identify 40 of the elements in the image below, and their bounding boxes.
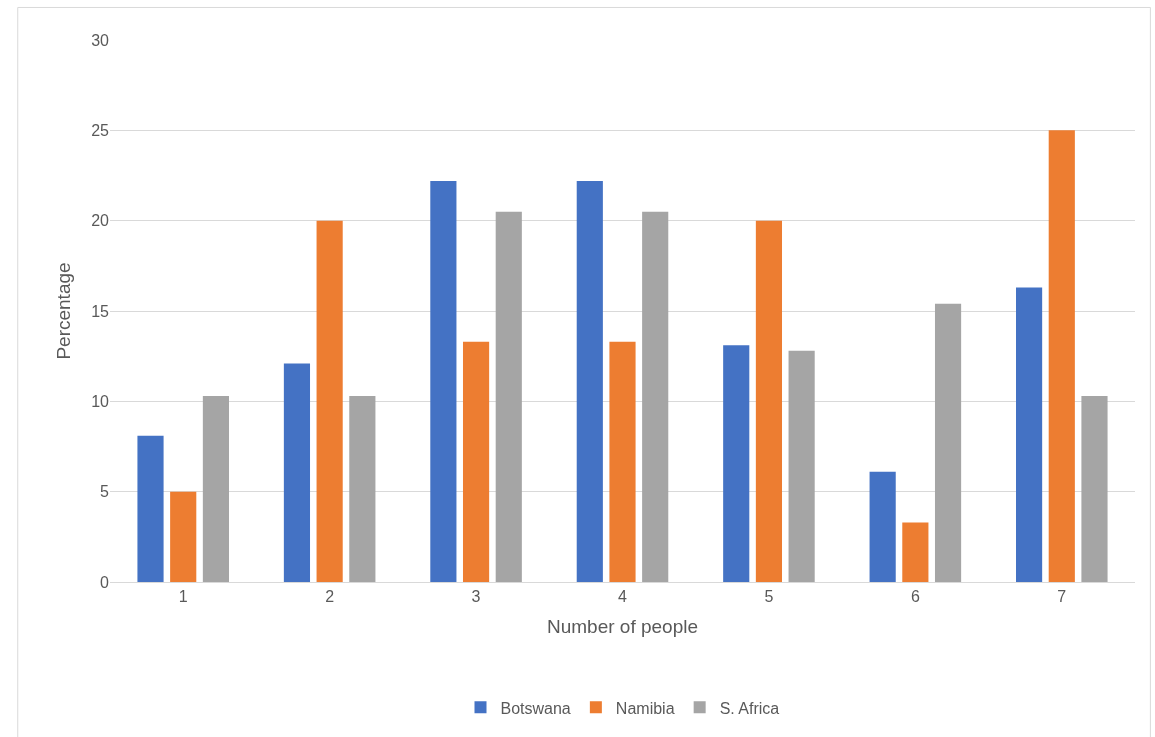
y-tick-label: 0 (100, 573, 110, 591)
bar (137, 435, 164, 582)
x-tick-label: 4 (618, 588, 628, 606)
x-tick-label: 1 (178, 588, 188, 606)
bar (1016, 287, 1043, 582)
legend-label: S. Africa (719, 699, 780, 717)
bar (170, 491, 197, 582)
bar (316, 220, 343, 582)
x-axis-title: Number of people (546, 616, 699, 637)
bar (934, 303, 962, 582)
bar (609, 341, 636, 582)
y-axis-title: Percentage (53, 262, 75, 360)
bar (1048, 130, 1075, 582)
bar (576, 180, 603, 582)
x-tick-label: 7 (1057, 588, 1067, 606)
bar (788, 350, 815, 582)
bar (755, 220, 783, 582)
legend-label: Botswana (500, 699, 571, 717)
x-tick-label: 5 (764, 588, 774, 606)
legend-label: Namibia (615, 699, 675, 717)
bar (869, 471, 896, 582)
bar (283, 363, 311, 582)
y-tick-label: 10 (91, 392, 110, 410)
y-tick-label: 15 (91, 302, 110, 320)
bar (462, 341, 490, 582)
y-tick-label: 25 (91, 121, 110, 139)
bar (202, 395, 229, 582)
bar (1081, 395, 1108, 582)
x-tick-label: 2 (325, 588, 335, 606)
bar (495, 211, 522, 582)
x-tick-label: 6 (910, 588, 920, 606)
bar (430, 180, 457, 582)
y-tick-label: 30 (91, 31, 110, 49)
bar (902, 522, 929, 582)
x-tick-label: 3 (471, 588, 481, 606)
bar (349, 395, 376, 582)
bar (642, 211, 669, 582)
y-tick-label: 5 (100, 483, 110, 501)
y-tick-label: 20 (91, 212, 110, 230)
bar (723, 345, 750, 582)
